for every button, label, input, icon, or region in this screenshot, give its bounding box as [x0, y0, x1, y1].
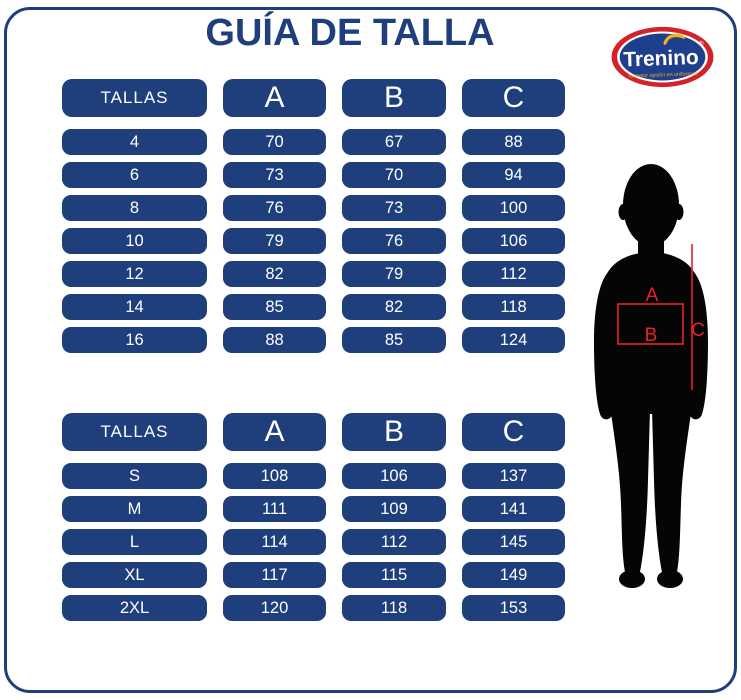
measurement-value-cell: 108	[223, 463, 326, 489]
measurement-value-cell: 100	[462, 195, 565, 221]
measurement-value-cell: 79	[342, 261, 446, 287]
measurement-value-cell: 117	[223, 562, 326, 588]
measurement-value-cell: 70	[342, 162, 446, 188]
measurement-value-cell: 111	[223, 496, 326, 522]
logo-navy-field	[619, 33, 706, 81]
measurement-value-cell: 73	[223, 162, 326, 188]
measurement-value-cell: 149	[462, 562, 565, 588]
size-label-cell: 2XL	[62, 595, 207, 621]
measurement-value-cell: 137	[462, 463, 565, 489]
silhouette-arm-left	[594, 270, 615, 420]
measurement-value-cell: 82	[342, 294, 446, 320]
measurement-value-cell: 70	[223, 129, 326, 155]
silhouette-head	[623, 164, 679, 246]
size-label-cell: L	[62, 529, 207, 555]
measurement-value-cell: 106	[342, 463, 446, 489]
silhouette-leg-right	[652, 406, 692, 578]
measure-label-c: C	[691, 320, 705, 341]
measurement-value-cell: 141	[462, 496, 565, 522]
measurement-value-cell: 76	[342, 228, 446, 254]
silhouette-ear-left	[618, 204, 628, 220]
measurement-value-cell: 76	[223, 195, 326, 221]
measurement-value-cell: 85	[342, 327, 446, 353]
measurement-value-cell: 115	[342, 562, 446, 588]
silhouette-torso	[598, 252, 704, 414]
header-cell: B	[342, 413, 446, 451]
table-header-row: TALLAS A B C	[62, 413, 565, 451]
size-label-cell: 8	[62, 195, 207, 221]
measurement-figure: A B C	[594, 164, 708, 588]
measurement-value-cell: 124	[462, 327, 565, 353]
child-silhouette	[594, 164, 708, 588]
logo-swoosh-icon	[663, 33, 686, 45]
measurement-value-cell: 145	[462, 529, 565, 555]
measurement-value-cell: 112	[342, 529, 446, 555]
size-label-cell: 14	[62, 294, 207, 320]
measurement-value-cell: 153	[462, 595, 565, 621]
size-label-cell: XL	[62, 562, 207, 588]
size-label-cell: 16	[62, 327, 207, 353]
silhouette-ear-right	[674, 204, 684, 220]
measurement-value-cell: 88	[223, 327, 326, 353]
table-body: 4 70 67 88 6 73 70 94 8 76 73 100 10 79 76 106 12 82 79 112…	[62, 129, 565, 353]
silhouette-foot-left	[619, 570, 645, 588]
table-body: S 108 106 137 M 111 109 141 L 114 112 145 XL 117 115 14…	[62, 463, 565, 621]
measurement-value-cell: 120	[223, 595, 326, 621]
header-cell: B	[342, 79, 446, 117]
trenino-logo: Trenino ® tu mejor opción en uniformes	[611, 26, 714, 88]
measurement-lines	[617, 244, 693, 390]
header-cell: C	[462, 413, 565, 451]
measurement-value-cell: 94	[462, 162, 565, 188]
measurement-value-cell: 118	[462, 294, 565, 320]
measure-label-b: B	[645, 325, 658, 346]
page-title: GUÍA DE TALLA	[205, 12, 495, 54]
silhouette-leg-left	[610, 406, 650, 578]
measurement-value-cell: 109	[342, 496, 446, 522]
size-label-cell: 12	[62, 261, 207, 287]
measure-label-a: A	[646, 285, 659, 306]
header-cell: C	[462, 79, 565, 117]
measurement-value-cell: 85	[223, 294, 326, 320]
size-label-cell: M	[62, 496, 207, 522]
silhouette-foot-right	[657, 570, 683, 588]
size-table-children: TALLAS A B C 4 70 67 88 6 73 70 94 8 76 73 100 10 79 76 10…	[62, 79, 565, 353]
logo-brand-text: Trenino	[623, 46, 699, 72]
header-cell: A	[223, 79, 326, 117]
measurement-value-cell: 79	[223, 228, 326, 254]
silhouette-arm-right	[687, 270, 708, 420]
header-cell: TALLAS	[62, 79, 207, 117]
size-table-letters: TALLAS A B C S 108 106 137 M 111 109 141 L 114 112 145…	[62, 413, 565, 621]
size-label-cell: 4	[62, 129, 207, 155]
logo-tagline: tu mejor opción en uniformes	[629, 71, 698, 79]
measurement-value-cell: 114	[223, 529, 326, 555]
measurement-value-cell: 73	[342, 195, 446, 221]
measurement-value-cell: 118	[342, 595, 446, 621]
size-label-cell: 10	[62, 228, 207, 254]
registered-mark: ®	[699, 39, 704, 47]
measurement-value-cell: 67	[342, 129, 446, 155]
measurement-value-cell: 106	[462, 228, 565, 254]
measurement-value-cell: 88	[462, 129, 565, 155]
header-cell: TALLAS	[62, 413, 207, 451]
measurement-value-cell: 112	[462, 261, 565, 287]
table-header-row: TALLAS A B C	[62, 79, 565, 117]
size-label-cell: S	[62, 463, 207, 489]
header-cell: A	[223, 413, 326, 451]
size-label-cell: 6	[62, 162, 207, 188]
measure-rect-ab	[617, 303, 684, 345]
measurement-value-cell: 82	[223, 261, 326, 287]
